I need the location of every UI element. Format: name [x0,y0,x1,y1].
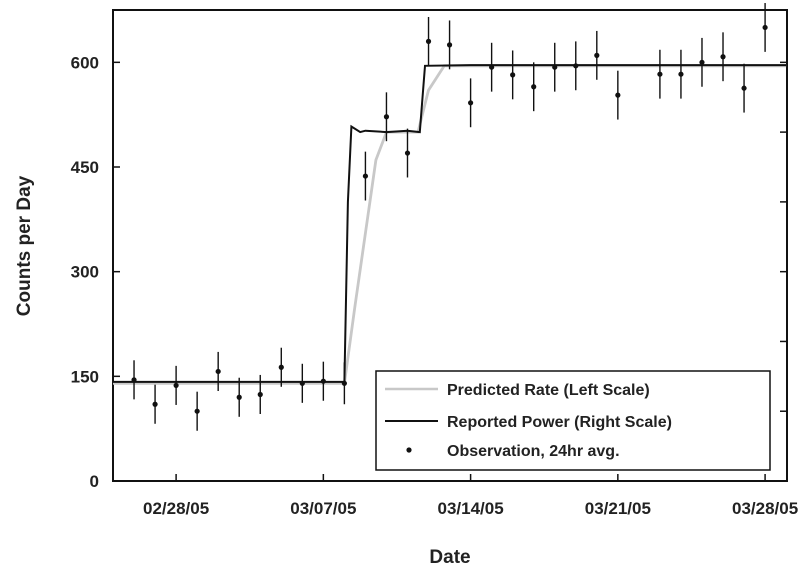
legend-swatch-observation [406,447,412,453]
observation-point [741,85,747,91]
axis-ticks [113,61,787,482]
observation-point [594,52,600,58]
observation-point [131,377,137,383]
x-tick-label: 02/28/05 [143,499,209,518]
observation-point [362,173,369,179]
observation-point [510,72,516,78]
observation-point [194,408,200,414]
x-tick-label: 03/28/05 [732,499,798,518]
y-tick-label: 150 [71,367,99,386]
observation-point [615,92,621,98]
observation-point [531,84,537,90]
observation-point [173,382,179,389]
observation-point [573,63,579,69]
observation-point [299,380,305,386]
observation-point [425,38,432,45]
y-tick-label: 450 [71,158,99,177]
observation-point [152,401,158,407]
x-tick-label: 03/21/05 [585,499,651,518]
observation-point [341,380,347,386]
observation-point [720,54,726,60]
series-layer [113,64,787,385]
x-axis-title: Date [429,547,470,568]
legend-label-predicted: Predicted Rate (Left Scale) [447,382,650,399]
observation-point [489,64,495,70]
observation-point [467,100,474,106]
observation-points [131,3,768,431]
y-tick-label: 0 [90,472,99,491]
y-axis-title: Counts per Day [14,175,35,316]
observation-point [278,364,284,370]
legend-label-power: Reported Power (Right Scale) [447,414,672,431]
observation-point [257,391,263,398]
y-tick-label: 600 [71,53,99,72]
observation-point [215,368,221,375]
legend: Predicted Rate (Left Scale) Reported Pow… [375,370,771,471]
observation-point [446,42,453,48]
x-tick-label: 03/14/05 [438,499,504,518]
observation-point [762,24,768,31]
observation-point [320,378,326,384]
tick-labels: 0 150 300 450 600 02/28/05 03/07/05 03/14/05 03/… [71,53,799,518]
observation-point [678,71,684,77]
reported-power-line [113,64,787,383]
observation-point [383,114,390,120]
legend-label-observation: Observation, 24hr avg. [447,443,620,460]
observation-point [552,64,558,70]
x-tick-label: 03/07/05 [290,499,356,518]
observation-point [236,394,242,400]
legend-box [375,370,771,471]
observation-point [404,150,411,156]
observation-point [657,71,663,77]
observation-point [699,59,705,65]
y-tick-label: 300 [71,263,99,282]
